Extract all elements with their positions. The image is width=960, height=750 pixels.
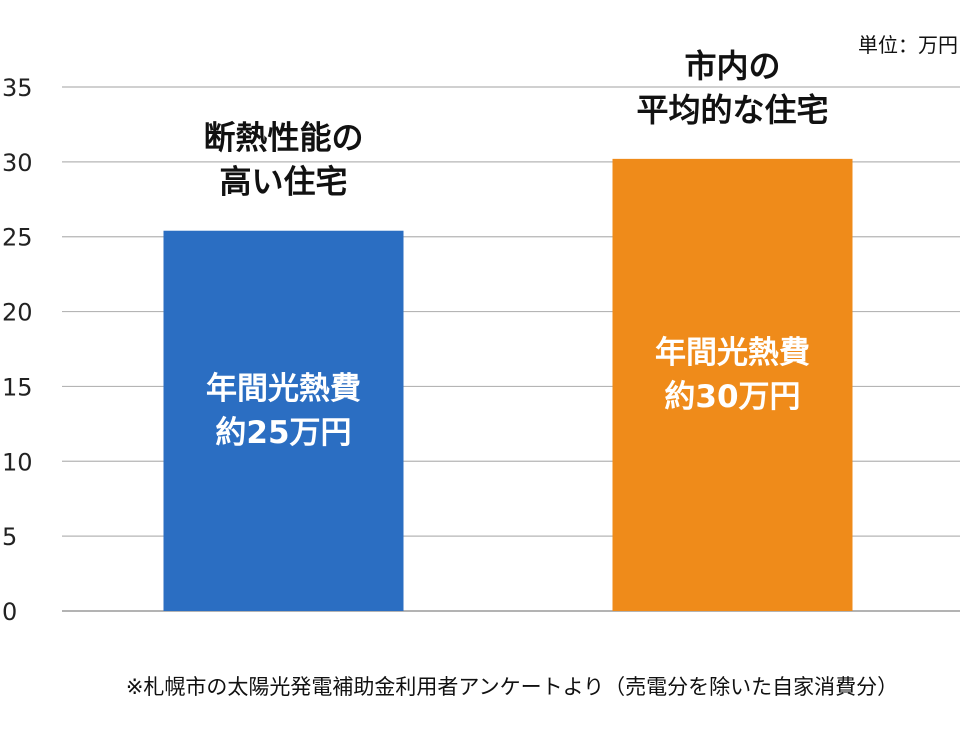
y-tick-label: 0 [2,598,17,626]
y-tick-label: 30 [2,149,33,177]
bar-value-label: 年間光熱費 [206,371,361,407]
unit-label: 単位：万円 [858,33,958,57]
bar [163,230,404,611]
bar-value-label: 年間光熱費 [655,335,810,371]
bars [163,158,853,611]
bar [612,158,853,611]
y-tick-label: 35 [2,74,33,102]
category-label: 高い住宅 [219,163,347,201]
y-tick-label: 10 [2,448,33,476]
category-label: 市内の [684,47,780,85]
category-label: 平均的な住宅 [636,91,828,129]
bar-value-label: 約25万円 [215,415,351,451]
y-tick-label: 15 [2,373,33,401]
y-tick-label: 25 [2,224,33,252]
y-axis-ticks: 0 5 10 15 20 25 30 35 [2,74,33,626]
footnote: ※札幌市の太陽光発電補助金利用者アンケートより（売電分を除いた自家消費分） [126,675,898,699]
y-tick-label: 5 [2,523,17,551]
y-tick-label: 20 [2,299,33,327]
category-label: 断熱性能の [203,119,363,157]
bar-value-label: 約30万円 [664,379,800,415]
